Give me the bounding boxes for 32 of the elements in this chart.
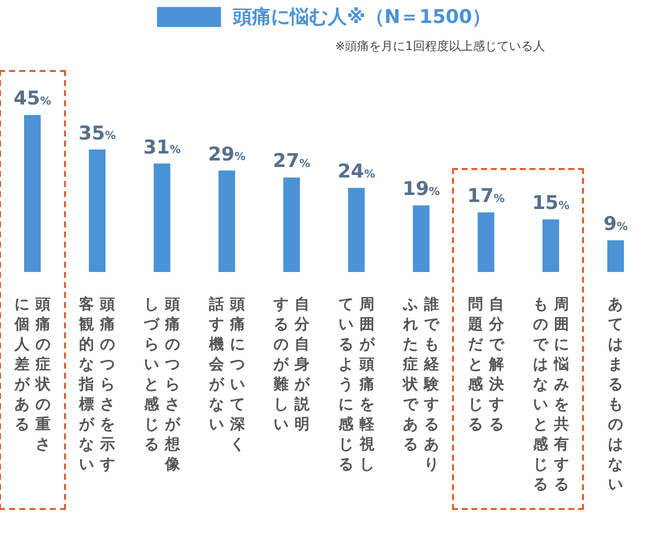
- data-label: 9%: [603, 213, 628, 236]
- category-label: あてはまるものはない: [608, 295, 624, 493]
- category-label: 頭痛の症状の重さに個人差がある: [14, 295, 50, 453]
- category-label: 頭痛のつらさを示す客観的な指標がない: [79, 295, 116, 473]
- bar: [478, 212, 494, 272]
- category-label: 頭痛のつらさが想像しづらいと感じる: [144, 295, 180, 473]
- bar: [24, 115, 41, 272]
- data-label: 15%: [532, 192, 570, 214]
- bar: [607, 240, 624, 272]
- category-label: 頭痛について深く話す機会がない: [208, 295, 245, 453]
- category-label: 自分で解決する問題だと感じる: [468, 295, 504, 433]
- bar: [154, 164, 170, 272]
- bar: [412, 205, 430, 272]
- text: ※頭痛を月に1回程度以上感じている人: [334, 38, 546, 55]
- category-label: 周囲に悩みを共有するものではないと感じる: [532, 295, 569, 493]
- data-label: 27%: [272, 150, 310, 172]
- data-label: 19%: [402, 178, 440, 200]
- data-label: 45%: [14, 87, 52, 110]
- bar: [348, 188, 365, 272]
- data-label: 29%: [208, 143, 246, 166]
- legend-label: 頭痛に悩む人※（N＝1500）: [232, 5, 492, 30]
- data-label: 35%: [78, 122, 116, 144]
- category-label: 自分自身が説明するのが難しい: [274, 295, 310, 433]
- data-label: 24%: [338, 160, 376, 183]
- bar: [542, 219, 560, 272]
- data-label: 31%: [143, 136, 181, 158]
- category-label: 周囲が頭痛を軽視しているように感じる: [338, 295, 374, 473]
- bar: [218, 170, 236, 272]
- data-label: 17%: [467, 185, 505, 208]
- bar: [88, 150, 106, 272]
- category-label: 誰でも経験するありふれた症状である: [403, 295, 440, 473]
- bar: [283, 177, 300, 272]
